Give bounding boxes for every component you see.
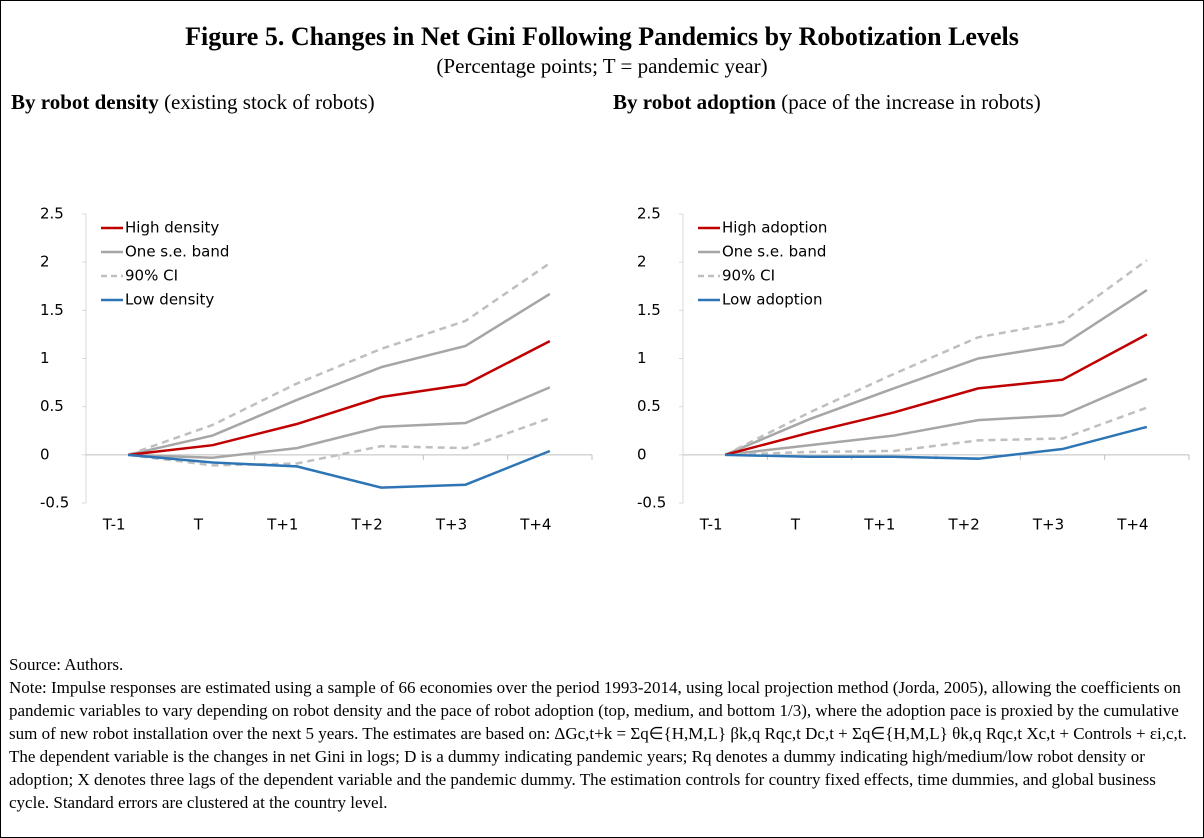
series-line — [724, 333, 1148, 457]
panel-title: By robot adoption (pace of the increase … — [613, 90, 1041, 114]
band-upper — [127, 262, 551, 457]
y-tick-label: 1 — [637, 349, 647, 367]
y-tick-label: 0 — [637, 445, 647, 463]
series-line — [128, 449, 551, 489]
x-tick-label: T+2 — [948, 516, 980, 534]
chart: Figure 5. Changes in Net Gini Following … — [11, 22, 1190, 534]
legend-label: One s.e. band — [722, 243, 826, 261]
panel-title-note: (existing stock of robots) — [164, 90, 375, 114]
x-tick-label: T+4 — [519, 516, 551, 534]
legend-label: Low density — [125, 291, 214, 309]
series-line — [725, 425, 1148, 460]
y-tick-label: 1.5 — [40, 301, 64, 319]
series-line — [128, 340, 551, 457]
legend-label: High adoption — [722, 219, 827, 237]
band-lower — [725, 377, 1148, 457]
x-tick-label: T+2 — [351, 516, 383, 534]
panel-title: By robot density (existing stock of robo… — [11, 90, 375, 114]
y-tick-label: -0.5 — [637, 494, 666, 512]
title: Figure 5. Changes in Net Gini Following … — [185, 22, 1019, 51]
band-upper — [127, 292, 551, 457]
band-upper — [724, 289, 1148, 456]
y-tick-label: 1.5 — [637, 301, 661, 319]
y-tick-label: 0.5 — [40, 397, 64, 415]
legend-label: 90% CI — [125, 267, 178, 285]
x-tick-label: T — [790, 516, 801, 534]
x-tick-label: T — [193, 516, 204, 534]
x-tick-label: T+3 — [435, 516, 467, 534]
x-tick-label: T-1 — [102, 516, 126, 534]
panel-title-note: (pace of the increase in robots) — [781, 90, 1040, 114]
y-tick-label: 2 — [637, 253, 647, 271]
band-upper — [724, 259, 1148, 456]
y-tick-label: 2 — [40, 253, 50, 271]
y-tick-label: 2.5 — [40, 205, 64, 223]
x-tick-label: T+4 — [1116, 516, 1148, 534]
legend-label: Low adoption — [722, 291, 822, 309]
x-tick-label: T+1 — [863, 516, 895, 534]
y-tick-label: -0.5 — [40, 494, 69, 512]
x-tick-label: T+1 — [266, 516, 298, 534]
subtitle: (Percentage points; T = pandemic year) — [436, 54, 767, 78]
legend-label: High density — [125, 219, 219, 237]
source: Source: Authors. — [9, 655, 124, 674]
band-lower — [725, 406, 1148, 457]
band-lower — [128, 386, 551, 459]
panel-title-bold: By robot density — [11, 90, 159, 114]
y-tick-label: 0 — [40, 445, 50, 463]
legend-label: 90% CI — [722, 267, 775, 285]
footnotes: Source: Authors. Note: Impulse responses… — [9, 653, 1197, 814]
x-tick-label: T+3 — [1032, 516, 1064, 534]
note: Note: Impulse responses are estimated us… — [9, 678, 1187, 812]
x-tick-label: T-1 — [699, 516, 723, 534]
legend-label: One s.e. band — [125, 243, 229, 261]
band-lower — [128, 417, 551, 467]
y-tick-label: 1 — [40, 349, 50, 367]
y-tick-label: 2.5 — [637, 205, 661, 223]
panel-title-bold: By robot adoption — [613, 90, 776, 114]
y-tick-label: 0.5 — [637, 397, 661, 415]
